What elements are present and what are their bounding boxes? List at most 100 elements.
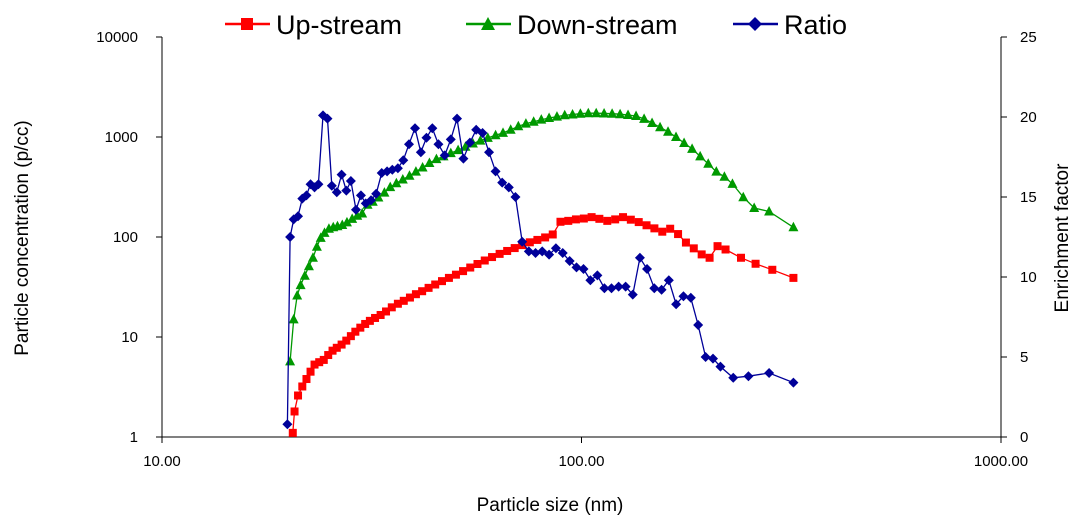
series-ratio bbox=[282, 110, 799, 430]
data-point-down-stream bbox=[536, 114, 547, 124]
data-point-ratio bbox=[585, 275, 596, 286]
data-point-ratio bbox=[392, 163, 403, 174]
data-point-ratio bbox=[464, 137, 475, 148]
data-point-up-stream bbox=[356, 323, 365, 332]
data-point-ratio bbox=[366, 195, 377, 206]
y2-tick-label: 25 bbox=[1020, 29, 1037, 46]
data-point-up-stream bbox=[315, 358, 324, 367]
y-axis-title: Particle concentration (p/cc) bbox=[12, 120, 33, 356]
data-point-ratio bbox=[578, 264, 589, 274]
data-point-ratio bbox=[484, 147, 495, 158]
data-point-ratio bbox=[421, 132, 432, 143]
data-point-down-stream bbox=[639, 113, 650, 123]
data-point-ratio bbox=[728, 372, 739, 383]
data-point-up-stream bbox=[459, 267, 468, 276]
data-point-down-stream bbox=[299, 270, 310, 280]
data-point-ratio bbox=[685, 292, 696, 303]
data-point-down-stream bbox=[357, 207, 368, 218]
data-point-ratio bbox=[427, 123, 438, 134]
data-point-up-stream bbox=[789, 273, 798, 282]
data-point-ratio bbox=[700, 352, 711, 362]
data-point-down-stream bbox=[424, 157, 435, 167]
data-point-ratio bbox=[715, 361, 726, 372]
data-point-ratio bbox=[606, 283, 617, 294]
data-point-up-stream bbox=[310, 360, 319, 369]
data-point-up-stream bbox=[294, 391, 303, 400]
data-point-ratio bbox=[523, 246, 534, 257]
data-point-up-stream bbox=[571, 215, 580, 224]
data-point-up-stream bbox=[405, 293, 414, 302]
data-point-down-stream bbox=[453, 144, 464, 155]
y2-tick-label: 5 bbox=[1020, 349, 1028, 366]
data-point-ratio bbox=[530, 248, 541, 258]
data-point-up-stream bbox=[387, 303, 396, 312]
y-tick-label: 10000 bbox=[96, 29, 138, 46]
data-point-ratio bbox=[517, 236, 528, 247]
data-point-down-stream bbox=[559, 109, 570, 120]
data-point-down-stream bbox=[599, 107, 610, 118]
data-point-ratio bbox=[398, 155, 409, 166]
data-point-ratio bbox=[627, 289, 638, 300]
data-point-ratio bbox=[656, 284, 667, 295]
data-point-down-stream bbox=[703, 158, 714, 168]
data-point-down-stream bbox=[490, 129, 501, 140]
data-point-ratio bbox=[341, 185, 352, 196]
data-point-up-stream bbox=[495, 249, 504, 258]
data-point-up-stream bbox=[376, 310, 385, 319]
data-point-up-stream bbox=[371, 313, 380, 322]
data-point-ratio bbox=[537, 246, 548, 257]
data-point-up-stream bbox=[619, 213, 628, 222]
data-point-down-stream bbox=[687, 143, 698, 153]
data-point-ratio bbox=[613, 281, 624, 292]
x-axis-title: Particle size (nm) bbox=[477, 495, 624, 516]
y-axis-left: 1 10 100 1000 10000 bbox=[96, 29, 163, 446]
data-point-up-stream bbox=[361, 319, 370, 328]
x-tick-label: 100.00 bbox=[559, 453, 605, 470]
data-point-ratio bbox=[293, 211, 304, 222]
data-point-up-stream bbox=[306, 367, 315, 376]
data-point-down-stream bbox=[583, 107, 594, 118]
data-point-ratio bbox=[410, 123, 421, 134]
legend-label: Up-stream bbox=[276, 10, 402, 40]
y2-tick-label: 0 bbox=[1020, 429, 1028, 446]
data-point-ratio bbox=[331, 187, 342, 198]
data-point-down-stream bbox=[727, 178, 738, 188]
data-point-down-stream bbox=[295, 279, 306, 290]
data-point-ratio bbox=[458, 153, 469, 164]
legend-marker bbox=[241, 18, 253, 30]
legend-marker bbox=[481, 17, 495, 30]
y-tick-label: 10 bbox=[121, 329, 138, 346]
data-point-up-stream bbox=[736, 253, 745, 262]
legend-item-down-stream: Down-stream bbox=[466, 10, 678, 40]
data-point-ratio bbox=[433, 139, 444, 150]
data-point-down-stream bbox=[513, 120, 524, 131]
data-point-ratio bbox=[707, 353, 718, 364]
data-point-ratio bbox=[350, 204, 361, 215]
data-point-up-stream bbox=[451, 270, 460, 279]
data-point-down-stream bbox=[615, 108, 626, 119]
legend-item-ratio: Ratio bbox=[733, 10, 847, 40]
y-axis-right: 0 5 10 15 20 25 bbox=[1000, 29, 1037, 446]
data-point-ratio bbox=[301, 190, 312, 201]
data-point-ratio bbox=[415, 147, 426, 158]
data-point-up-stream bbox=[689, 244, 698, 253]
data-point-up-stream bbox=[634, 218, 643, 227]
data-point-ratio bbox=[678, 291, 689, 302]
data-point-up-stream bbox=[587, 213, 596, 222]
data-point-down-stream bbox=[397, 173, 408, 184]
data-point-down-stream bbox=[520, 118, 531, 128]
data-point-ratio bbox=[550, 243, 561, 254]
data-point-ratio bbox=[490, 166, 501, 177]
data-point-down-stream bbox=[292, 290, 303, 300]
data-point-up-stream bbox=[768, 265, 777, 274]
data-point-up-stream bbox=[564, 216, 573, 225]
data-point-up-stream bbox=[603, 216, 612, 225]
data-point-up-stream bbox=[642, 221, 651, 230]
data-point-up-stream bbox=[328, 346, 337, 355]
data-point-ratio bbox=[571, 262, 582, 273]
data-point-down-stream bbox=[288, 313, 299, 324]
data-point-up-stream bbox=[437, 277, 446, 286]
data-point-up-stream bbox=[466, 263, 475, 272]
data-point-up-stream bbox=[503, 246, 512, 255]
